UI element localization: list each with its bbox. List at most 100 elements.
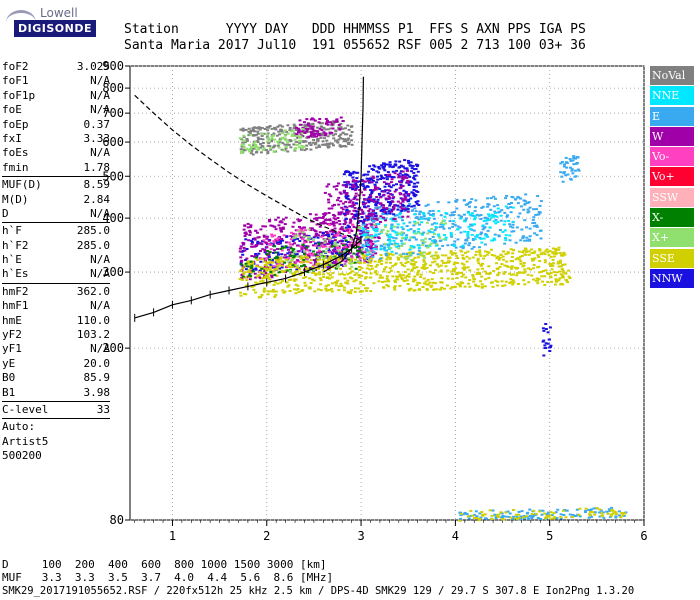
echo-point [256, 141, 260, 144]
echo-point [491, 239, 495, 242]
echo-point [336, 234, 340, 237]
echo-point [369, 247, 373, 250]
echo-point [316, 236, 320, 239]
echo-point [295, 264, 299, 267]
echo-point [443, 234, 447, 237]
echo-point [417, 269, 421, 272]
echo-point [360, 208, 364, 211]
echo-point [250, 245, 254, 248]
echo-point [428, 251, 432, 254]
echo-point [280, 269, 284, 272]
echo-point [532, 514, 536, 517]
echo-point [376, 239, 380, 242]
echo-point [317, 144, 321, 147]
echo-point [338, 213, 342, 216]
echo-point [249, 133, 253, 136]
echo-point [539, 517, 543, 520]
echo-point [319, 250, 323, 253]
echo-point [368, 215, 372, 218]
y-tick-label: 80 [110, 513, 124, 527]
echo-point [279, 220, 283, 223]
echo-point [474, 284, 478, 287]
echo-point [324, 230, 328, 233]
echo-point [338, 128, 342, 131]
echo-point [309, 144, 313, 147]
echo-point [351, 202, 355, 205]
echo-point [303, 251, 307, 254]
echo-point [427, 217, 431, 220]
echo-point [386, 256, 390, 259]
echo-point [283, 246, 287, 249]
echo-point [268, 139, 272, 142]
echo-point [474, 199, 478, 202]
echo-point [274, 228, 278, 231]
param-label: hmE [2, 313, 22, 327]
echo-point [517, 516, 521, 519]
echo-point [492, 237, 496, 240]
echo-point [568, 157, 572, 160]
echo-point [522, 262, 526, 265]
echo-point [298, 273, 302, 276]
echo-point [263, 269, 267, 272]
echo-point [446, 260, 450, 263]
echo-point [526, 511, 530, 514]
param-value: N/A [90, 342, 110, 356]
echo-point [408, 251, 412, 254]
echo-point [269, 264, 273, 267]
echo-point [357, 260, 361, 263]
legend-item-e: E [650, 106, 694, 126]
echo-point [473, 283, 477, 286]
echo-point [279, 256, 283, 259]
echo-point [378, 187, 382, 190]
echo-point [245, 138, 249, 141]
echo-point [461, 267, 465, 270]
echo-point [242, 246, 246, 249]
echo-point [264, 272, 268, 275]
echo-point [325, 142, 329, 145]
echo-point [344, 200, 348, 203]
echo-point [506, 251, 510, 254]
echo-point [337, 123, 341, 126]
echo-point [367, 201, 371, 204]
x-tick-label: 6 [640, 529, 647, 543]
echo-point [412, 193, 416, 196]
echo-point [290, 258, 294, 261]
echo-point [304, 248, 308, 251]
echo-point [612, 510, 616, 513]
echo-point [413, 267, 417, 270]
echo-point [353, 217, 357, 220]
echo-point [303, 260, 307, 263]
echo-point [339, 122, 343, 125]
echo-point [495, 514, 499, 517]
echo-point [255, 150, 259, 153]
echo-point [310, 220, 314, 223]
echo-point [326, 218, 330, 221]
echo-point [287, 279, 291, 282]
echo-point [385, 275, 389, 278]
echo-point [498, 265, 502, 268]
echo-point [509, 202, 513, 205]
echo-point [283, 261, 287, 264]
echo-point [330, 223, 334, 226]
echo-point [544, 517, 548, 520]
echo-point [503, 271, 507, 274]
echo-point [462, 199, 466, 202]
logo-brand-top: Lowell [40, 6, 78, 20]
echo-point [426, 246, 430, 249]
echo-point [342, 173, 346, 176]
echo-point [571, 513, 575, 516]
echo-point [348, 174, 352, 177]
echo-point [320, 264, 324, 267]
param-row: B0 85.9 [2, 371, 110, 385]
echo-point [277, 146, 281, 149]
echo-point [383, 162, 387, 165]
echo-point [248, 278, 252, 281]
echo-point [268, 251, 272, 254]
echo-point [309, 282, 313, 285]
echo-point [314, 213, 318, 216]
echo-point [431, 231, 435, 234]
echo-point [569, 159, 573, 162]
echo-point [368, 243, 372, 246]
echo-point [263, 274, 267, 277]
echo-point [326, 135, 330, 138]
